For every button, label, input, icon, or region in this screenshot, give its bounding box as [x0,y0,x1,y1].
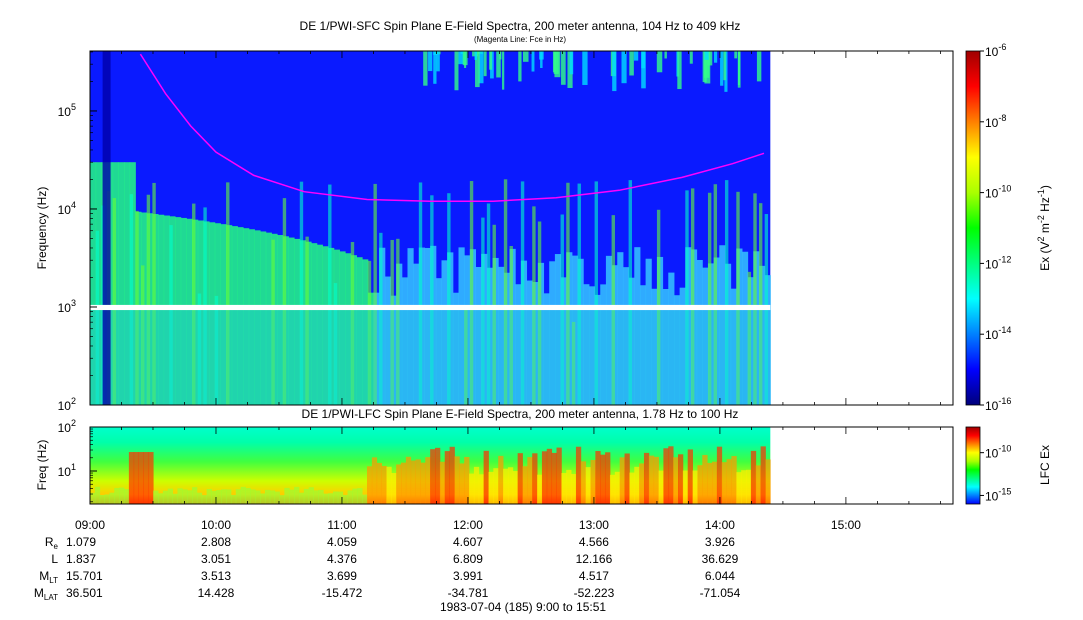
top-colorbar-tick-label: 10-8 [985,113,1006,130]
top-y-tick-label: 103 [58,298,76,315]
lfc-spectrogram [89,426,954,505]
top-y-tick-label: 104 [58,200,76,217]
top-colorbar-tick-label: 10-14 [985,325,1011,342]
ephemeris-value: 3.051 [201,552,231,566]
bottom-y-tick-label: 101 [58,462,76,479]
top-y-tick-label: 102 [58,396,76,413]
ephemeris-value: 1.837 [66,552,96,566]
top-colorbar-tick-label: 10-16 [985,396,1011,413]
top-colorbar-tick-label: 10-12 [985,254,1011,271]
ephemeris-value: 4.566 [579,535,609,549]
ephemeris-value: 4.517 [579,569,609,583]
ephemeris-row-label: L [51,552,58,566]
x-tick-label: 14:00 [705,518,735,532]
top-y-tick-label: 105 [58,102,76,119]
bottom-colorbar-tick-label: 10-15 [985,486,1011,503]
bottom-y-axis-label: Freq (Hz) [35,440,49,491]
ephemeris-row-label: MLT [39,569,58,585]
time-axis: 09:00 10:00 11:00 12:00 13:00 14:00 15:00 [75,51,941,532]
ephemeris-value: 15.701 [66,569,103,583]
bottom-panel-title: DE 1/PWI-LFC Spin Plane E-Field Spectra,… [302,407,739,421]
x-tick-label: 15:00 [831,518,861,532]
top-colorbar: 10-16 10-14 10-12 10-10 10-8 10-6 [965,42,1011,413]
ephemeris-row-label: MLAT [34,586,58,602]
ephemeris-value: 6.809 [453,552,483,566]
ephemeris-value: 12.166 [576,552,613,566]
ephemeris-value: 4.059 [327,535,357,549]
x-tick-label: 11:00 [327,518,356,532]
sfc-spectrogram [89,50,954,406]
date-label: 1983-07-04 (185) 9:00 to 15:51 [440,600,606,614]
bottom-colorbar-tick-label: 10-10 [985,444,1011,461]
x-tick-label: 09:00 [75,518,105,532]
ephemeris-value: 6.044 [705,569,735,583]
top-panel-subtitle: (Magenta Line: Fce in Hz) [474,35,566,44]
ephemeris-value: -71.054 [700,586,741,600]
ephemeris-value: 3.699 [327,569,357,583]
x-tick-label: 12:00 [453,518,483,532]
ephemeris-value: -15.472 [322,586,363,600]
x-tick-label: 13:00 [579,518,609,532]
ephemeris-value: 3.513 [201,569,231,583]
ephemeris-value: 3.991 [453,569,483,583]
ephemeris-value: 1.079 [66,535,96,549]
ephemeris-value: -34.781 [448,586,489,600]
ephemeris-value: 4.607 [453,535,483,549]
ephemeris-value: 3.926 [705,535,735,549]
bottom-colorbar: 10-15 10-10 [965,426,1011,505]
top-y-axis-label: Frequency (Hz) [35,187,49,270]
ephemeris-value: 36.501 [66,586,103,600]
x-tick-label: 10:00 [201,518,231,532]
ephemeris-value: 36.629 [702,552,739,566]
ephemeris-value: 14.428 [198,586,235,600]
ephemeris-value: 2.808 [201,535,231,549]
ephemeris-value: 4.376 [327,552,357,566]
top-panel-title: DE 1/PWI-SFC Spin Plane E-Field Spectra,… [300,19,741,33]
ephemeris-table: Re 1.079 2.808 4.059 4.607 4.566 3.926 L 1.837 3.… [34,535,741,602]
top-colorbar-tick-label: 10-6 [985,42,1006,59]
bottom-colorbar-label: LFC Ex [1038,445,1052,485]
top-colorbar-tick-label: 10-10 [985,184,1011,201]
fce-line [139,53,765,202]
top-colorbar-label: Ex (V2 m-2 Hz-1) [1036,185,1052,271]
bottom-y-tick-label: 102 [58,418,76,435]
ephemeris-value: -52.223 [574,586,615,600]
ephemeris-row-label: Re [45,535,59,551]
